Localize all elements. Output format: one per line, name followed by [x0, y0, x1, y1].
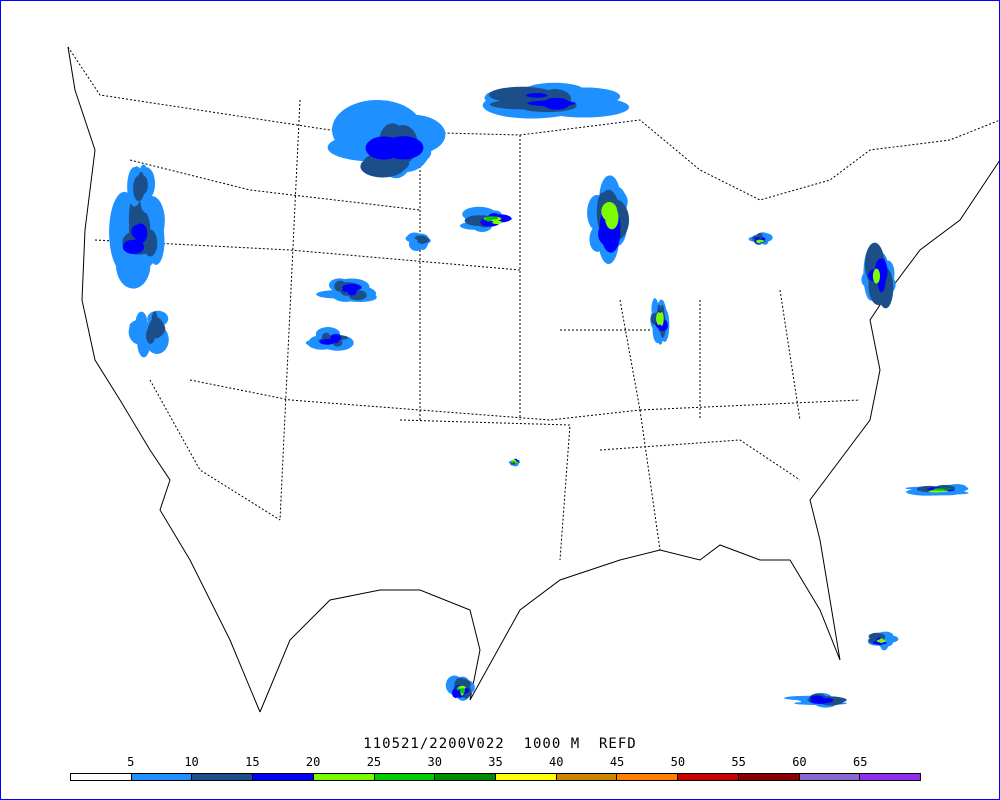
legend-tick-label: 35 — [488, 755, 503, 769]
radar-echoes — [109, 82, 969, 708]
echo-cell — [365, 136, 403, 160]
legend-tick-label: 45 — [609, 755, 625, 769]
canada-border — [67, 46, 1000, 201]
echo-cell — [872, 268, 881, 284]
echo-cell — [122, 239, 145, 254]
legend-swatch — [738, 774, 800, 780]
echo-cell — [347, 286, 357, 296]
state-borders — [94, 99, 861, 561]
coastline — [67, 46, 1000, 713]
echo-cell — [761, 237, 766, 241]
plot-title: 110521/2200V022 1000 M REFD — [363, 736, 637, 752]
echo-cell — [514, 461, 519, 464]
legend-swatch — [374, 774, 436, 780]
color-legend-bar — [70, 773, 921, 781]
echo-cell — [809, 698, 830, 704]
echo-cell — [488, 86, 555, 103]
echo-cell — [133, 223, 148, 244]
legend-swatch — [496, 774, 557, 780]
legend-tick-label: 40 — [549, 755, 564, 769]
echo-cell — [492, 220, 502, 225]
echo-cell — [319, 338, 335, 345]
legend-swatch — [192, 774, 254, 780]
basemap-outline — [67, 46, 1000, 713]
legend-swatch — [131, 774, 193, 780]
echo-cell — [490, 216, 499, 220]
legend-tick-label: 50 — [670, 755, 686, 769]
legend-swatch — [617, 774, 679, 780]
echo-cell — [333, 336, 339, 344]
legend-swatch — [678, 774, 739, 780]
legend-swatch — [556, 774, 618, 780]
echo-cell — [757, 239, 765, 243]
echo-cell — [419, 236, 425, 245]
echo-cell — [659, 311, 664, 326]
legend-tick-label: 25 — [366, 755, 382, 769]
echo-cell — [456, 686, 460, 691]
echo-cell — [151, 311, 158, 333]
echo-cell — [459, 687, 465, 694]
echo-cell — [515, 461, 517, 464]
echo-cell — [451, 687, 460, 699]
echo-cell — [129, 320, 151, 332]
echo-cell — [933, 488, 945, 491]
legend-tick-label: 10 — [184, 755, 199, 769]
legend-swatch — [799, 774, 861, 780]
legend-tick-label: 30 — [427, 755, 442, 769]
legend-swatch — [435, 774, 497, 780]
echo-cell — [526, 93, 548, 98]
legend-swatch — [860, 774, 921, 780]
echo-cell — [133, 175, 145, 202]
legend-tick-label: 55 — [731, 755, 746, 769]
echo-cell — [605, 206, 619, 230]
echo-cell — [937, 490, 949, 492]
legend-swatch — [71, 774, 132, 780]
legend-tick-label: 20 — [305, 755, 321, 769]
echo-cell — [876, 639, 886, 643]
echo-cell — [754, 237, 760, 240]
legend-tick-label: 65 — [852, 755, 868, 769]
legend-tick-label: 5 — [127, 755, 135, 769]
legend-tick-label: 60 — [792, 755, 807, 769]
echo-cell — [457, 685, 466, 690]
echo-cell — [527, 100, 576, 107]
echo-cell — [512, 461, 516, 463]
legend-tick-labels: 5 10 15 20 25 30 35 40 45 50 55 60 65 — [70, 755, 921, 769]
echo-cell — [485, 216, 493, 222]
legend-swatch — [313, 774, 375, 780]
legend-tick-label: 15 — [245, 755, 260, 769]
legend-swatch — [253, 774, 314, 780]
